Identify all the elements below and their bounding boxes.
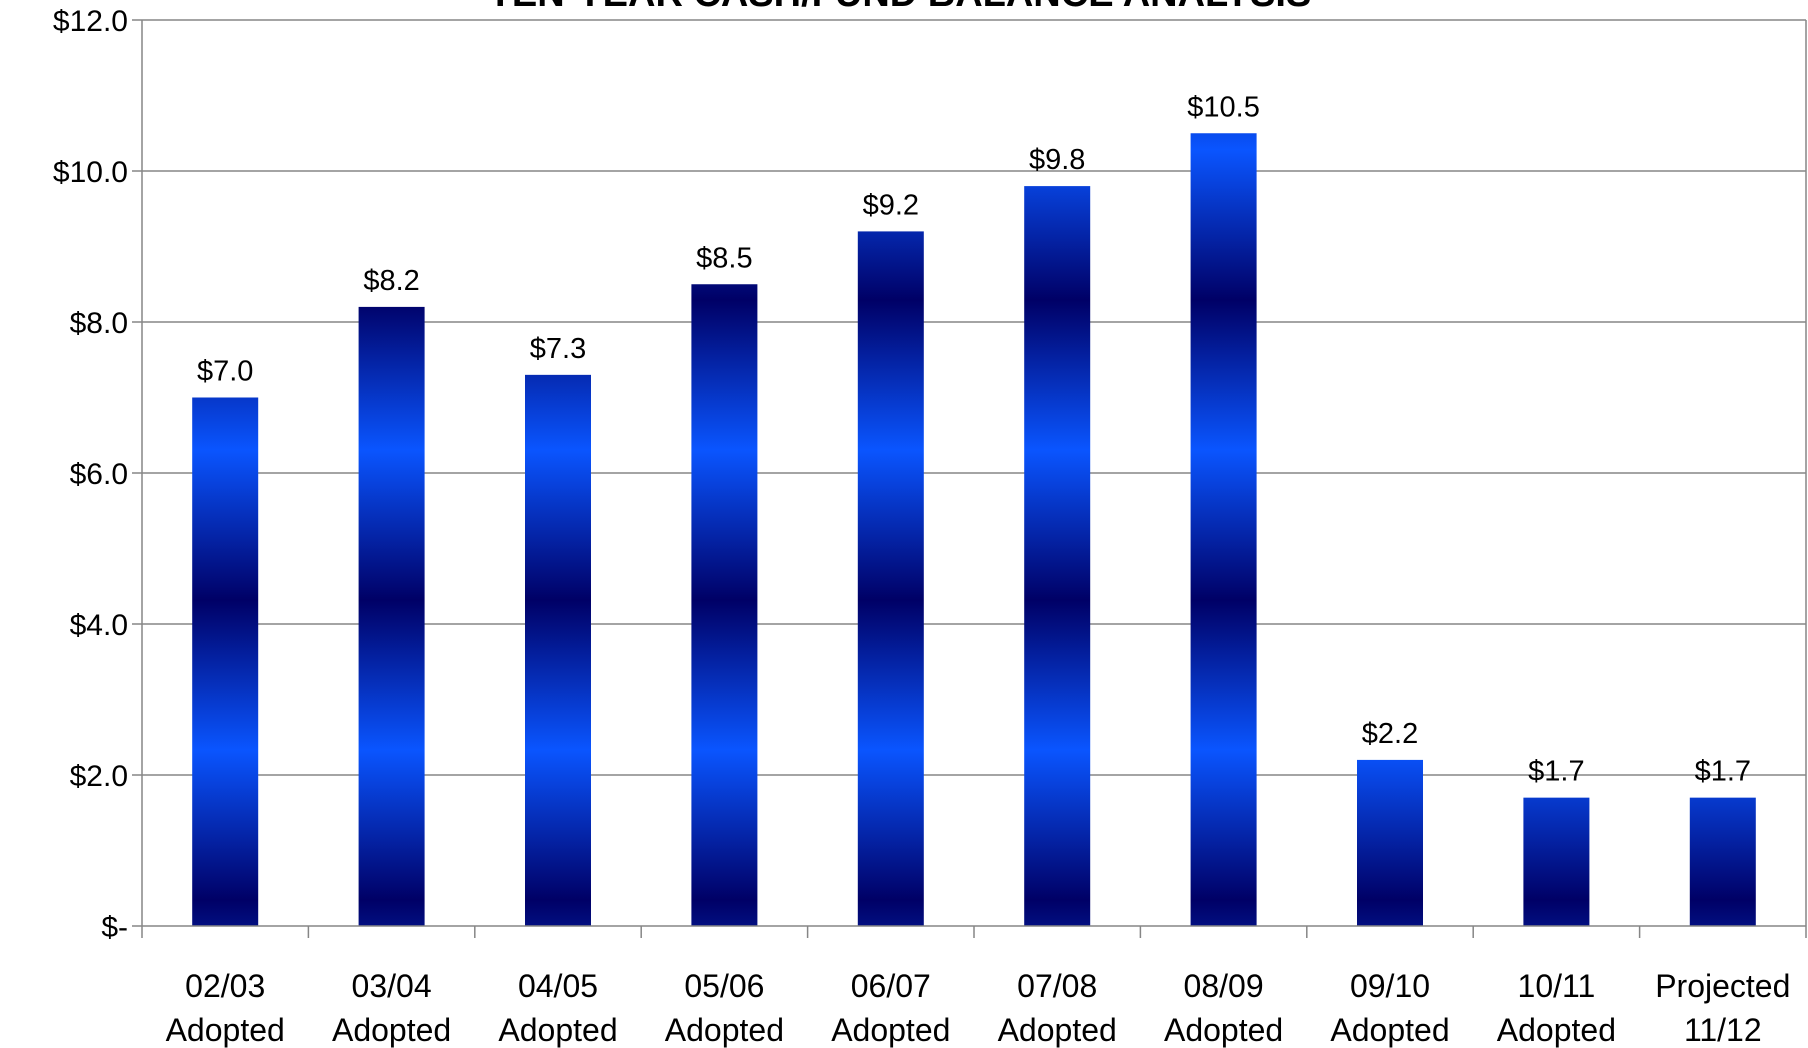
data-label: $7.0 — [197, 356, 253, 388]
bar — [1024, 186, 1091, 927]
axes: $- $2.0 $4.0 $6.0 $8.0 $10.0 $12.0 02/03 Adopted… — [53, 5, 1807, 1048]
y-tick-label: $10.0 — [53, 156, 128, 189]
x-tick-label: Adopted — [998, 1012, 1117, 1048]
bar — [1357, 759, 1423, 926]
y-tick-label: $- — [101, 911, 128, 944]
x-tick-label: 02/03 — [185, 968, 265, 1004]
y-tick-label: $2.0 — [70, 760, 128, 793]
x-tick-label: Adopted — [332, 1012, 451, 1048]
x-tick-label: 10/11 — [1518, 968, 1596, 1004]
bar — [1689, 797, 1756, 926]
y-tick-label: $4.0 — [70, 609, 128, 642]
x-tick-label: 05/06 — [684, 968, 764, 1004]
data-label: $8.2 — [363, 265, 419, 297]
x-tick-label: 08/09 — [1184, 968, 1264, 1004]
x-tick-label: Adopted — [1164, 1012, 1283, 1048]
x-tick-label: 03/04 — [352, 968, 432, 1004]
x-tick-label: 07/08 — [1017, 968, 1097, 1004]
bar — [192, 397, 259, 926]
chart-title: TEN-YEAR CASH/FUND BALANCE ANALYSIS — [489, 0, 1312, 15]
x-tick-label: 06/07 — [851, 968, 931, 1004]
data-label: $8.5 — [696, 242, 752, 274]
y-tick-label: $6.0 — [70, 458, 128, 491]
x-tick-label: 09/10 — [1350, 968, 1430, 1004]
data-label: $9.2 — [863, 189, 919, 221]
y-tick-label: $8.0 — [70, 307, 128, 340]
bar — [358, 306, 425, 926]
bar — [691, 284, 758, 926]
x-tick-label: Projected — [1655, 968, 1790, 1004]
bar — [1523, 797, 1590, 926]
x-tick-label: Adopted — [1330, 1012, 1449, 1048]
data-label: $10.5 — [1187, 91, 1260, 123]
x-tick-label: 04/05 — [518, 968, 598, 1004]
x-tick-label: Adopted — [831, 1012, 950, 1048]
x-tick-label: Adopted — [498, 1012, 617, 1048]
bar — [857, 231, 924, 926]
data-labels: $7.0 $8.2 $7.3 $8.5 $9.2 $9.8 $10.5 $2.2 $1.7 $1.… — [197, 91, 1751, 787]
x-tick-label: Adopted — [166, 1012, 285, 1048]
y-tick-label: $12.0 — [53, 5, 128, 38]
bar — [525, 374, 591, 927]
x-tick-label: 11/12 — [1684, 1012, 1762, 1048]
data-label: $9.8 — [1029, 144, 1085, 176]
data-label: $1.7 — [1695, 756, 1751, 788]
x-tick-label: Adopted — [665, 1012, 784, 1048]
data-label: $1.7 — [1528, 756, 1584, 788]
data-label: $7.3 — [530, 333, 586, 365]
bar — [1190, 133, 1257, 926]
x-tick-label: Adopted — [1497, 1012, 1616, 1048]
data-label: $2.2 — [1362, 718, 1418, 750]
bars — [192, 133, 1756, 927]
